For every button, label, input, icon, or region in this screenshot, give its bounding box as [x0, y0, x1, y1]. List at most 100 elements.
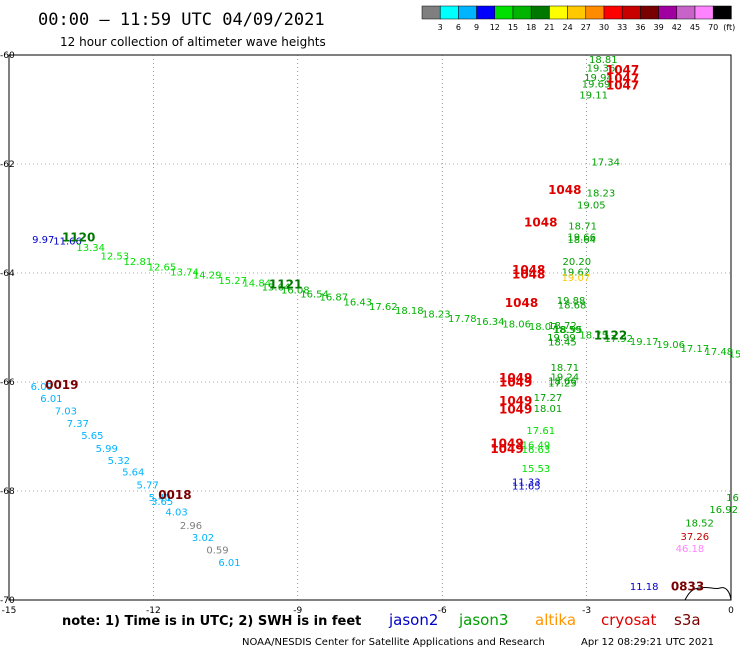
legend-swatch — [676, 5, 696, 20]
swh-value: 19.11 — [579, 91, 608, 102]
swh-value: 17.78 — [448, 314, 477, 325]
legend-swatch — [421, 5, 441, 20]
legend-swatch — [549, 5, 568, 20]
swh-value: 14.84 — [242, 279, 271, 290]
swh-value: 0.59 — [206, 546, 228, 557]
swh-value: 19.05 — [577, 201, 606, 212]
legend-swatch — [458, 5, 477, 20]
time-label: 1049 — [499, 371, 532, 385]
swh-value: 5.77 — [137, 480, 159, 491]
swh-value: 7.03 — [55, 407, 77, 418]
time-label: 0833 — [671, 580, 704, 594]
swh-value: 19.88 — [557, 296, 586, 307]
swh-value: 5.64 — [122, 468, 144, 479]
swh-value: 16.63 — [522, 445, 551, 456]
y-tick-label: -62 — [0, 160, 15, 170]
time-label: 1049 — [490, 442, 523, 456]
legend-label: 33 — [617, 23, 627, 32]
swh-value: 15.27 — [218, 276, 247, 287]
swh-value: 5.65 — [81, 431, 103, 442]
time-label: 1048 — [548, 183, 581, 197]
swh-value: 13.34 — [76, 243, 105, 254]
swh-value: 9.97 — [32, 235, 54, 246]
legend-label: 30 — [599, 23, 609, 32]
swh-value: 5.32 — [108, 456, 130, 467]
swh-value: 17.92 — [604, 334, 633, 345]
swh-value: 18.45 — [548, 337, 577, 348]
swh-value: 19.36 — [587, 63, 616, 74]
swh-value: 17.17 — [680, 344, 709, 355]
swh-value: 16.34 — [476, 317, 505, 328]
x-tick-label: -6 — [438, 606, 447, 616]
swh-value: 5.40 — [149, 493, 171, 504]
swh-value: 18.52 — [685, 518, 714, 529]
swh-value: 18.07 — [529, 322, 558, 333]
footer-note: note: 1) Time is in UTC; 2) SWH is in fe… — [62, 614, 361, 629]
legend-swatch — [585, 5, 605, 20]
legend-label: 18 — [526, 23, 536, 32]
y-tick-label: -68 — [0, 487, 15, 497]
legend-label: 36 — [635, 23, 645, 32]
chart-title: 00:00 – 11:59 UTC 04/09/2021 — [38, 10, 325, 30]
swh-value: 12.65 — [148, 262, 177, 273]
swh-value: 7.37 — [67, 419, 89, 430]
legend-label: 21 — [544, 23, 554, 32]
time-label: 1048 — [505, 296, 538, 310]
swh-value: 16.08 — [281, 286, 310, 297]
swh-value: 17.61 — [526, 426, 555, 437]
legend-label: 3 — [438, 23, 443, 32]
legend-swatch — [530, 5, 550, 20]
swh-value: 17.48 — [705, 347, 734, 358]
legend-label: 42 — [672, 23, 682, 32]
time-labels: 1120112111221047104710471048104810481048… — [45, 63, 704, 594]
swh-value: 37.26 — [680, 532, 709, 543]
swh-value: 18.81 — [589, 55, 618, 66]
time-label: 1049 — [490, 436, 523, 450]
swh-value: 20.20 — [563, 257, 592, 268]
legend-label: 70 — [708, 23, 718, 32]
swh-value: 13.74 — [170, 268, 199, 279]
swh-value: 18.23 — [587, 189, 616, 200]
satellite-name: s3a — [674, 611, 701, 629]
legend-swatch — [712, 5, 732, 20]
swh-value: 17.62 — [369, 302, 398, 313]
swh-value: 19.17 — [630, 337, 659, 348]
legend-swatch — [494, 5, 514, 20]
swh-value: 18.95 — [554, 325, 583, 336]
swh-value: 6.01 — [40, 394, 62, 405]
swh-value: 18.71 — [551, 363, 580, 374]
legend-label: 6 — [456, 23, 461, 32]
plot-area: -15 -12 -9 -6 -3 0-60-62-64-66-68-70 9.9711.6… — [0, 51, 740, 616]
legend-swatch — [476, 5, 496, 20]
time-label: 1121 — [269, 277, 302, 291]
swh-value: 19.24 — [551, 372, 580, 383]
swh-value: 18.18 — [395, 306, 424, 317]
swh-value: 16.54 — [300, 290, 329, 301]
time-label: 1120 — [62, 230, 95, 244]
swh-value: 19.07 — [562, 273, 591, 284]
legend-unit: (ft) — [723, 23, 735, 32]
swh-value: 19.99 — [547, 333, 576, 344]
swh-value: 16.92 — [709, 505, 738, 516]
satellite-legend: jason2 jason3 altika cryosat s3a — [388, 611, 701, 629]
swh-value: 18.68 — [558, 300, 587, 311]
grid-lines — [9, 55, 731, 600]
time-label: 0019 — [45, 378, 78, 392]
satellite-name: jason2 — [388, 611, 438, 629]
timestamp: Apr 12 08:29:21 UTC 2021 — [581, 637, 714, 648]
swh-value: 17.34 — [591, 158, 620, 169]
swh-value: 3.65 — [151, 497, 173, 508]
swh-value: 18.59 — [553, 325, 582, 336]
satellite-name: altika — [535, 611, 576, 629]
swh-value: 12.53 — [100, 251, 129, 262]
time-label: 0018 — [158, 488, 191, 502]
swh-value: 11.33 — [512, 478, 541, 489]
swh-value: 18.72 — [548, 321, 577, 332]
time-label: 1047 — [606, 63, 639, 77]
legend-label: 24 — [563, 23, 573, 32]
swh-value: 3.02 — [192, 533, 214, 544]
swh-value: 46.18 — [676, 544, 705, 555]
swh-value: 14.29 — [193, 270, 222, 281]
legend-label: 12 — [490, 23, 500, 32]
